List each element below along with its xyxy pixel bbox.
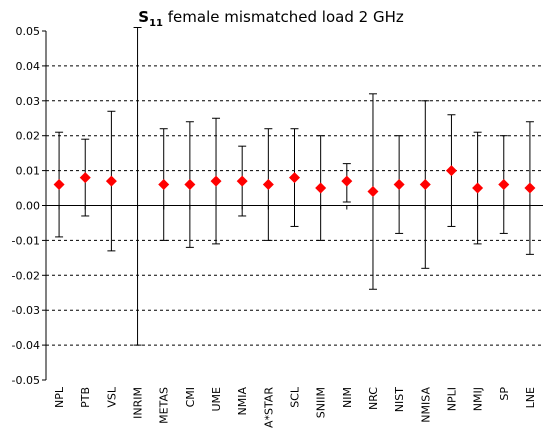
y-tick-labels: 0.05 0.04 0.03 0.02 0.01 0.00 -0.01 -0.02 -0.03 -… [12, 25, 40, 387]
y-tick-label: 0.05 [16, 25, 41, 38]
x-tick-labels: NPL PTB VSL INRIM METAS CMI UME NMIA A*STAR SCL SN… [53, 386, 537, 428]
x-tick-label: NRC [367, 387, 380, 410]
x-tick-label: METAS [158, 387, 171, 424]
x-tick-label: NMIA [236, 387, 249, 416]
x-tick-label: LNE [524, 387, 537, 408]
data-point-marker [79, 172, 91, 184]
data-point-marker [445, 165, 457, 177]
axes [42, 30, 543, 381]
title-subscript: 11 [149, 18, 163, 29]
data-point-marker [472, 182, 484, 194]
x-tick-label: SCL [289, 386, 302, 408]
title-main: S [138, 8, 149, 26]
data-point-marker [184, 179, 196, 191]
x-tick-label: INRIM [132, 387, 145, 419]
x-tick-label: UME [210, 387, 223, 412]
x-tick-label: NIST [393, 387, 406, 412]
data-point-marker [524, 182, 536, 194]
x-tick-label: NMIJ [472, 387, 485, 411]
data-point-marker [498, 179, 510, 191]
chart-title: S11 female mismatched load 2 GHz [138, 8, 404, 29]
y-tick-label: 0.04 [16, 60, 41, 73]
data-point-marker [315, 182, 327, 194]
x-tick-label: NPL [53, 386, 66, 408]
title-rest: female mismatched load 2 GHz [168, 8, 404, 26]
x-tick-label: CMI [184, 387, 197, 407]
y-tick-label: -0.04 [12, 339, 40, 352]
data-point-marker [236, 175, 248, 187]
x-tick-label: SP [498, 387, 511, 401]
data-point-marker [393, 179, 405, 191]
data-point-marker [367, 186, 379, 198]
y-tick-label: 0.00 [16, 200, 41, 213]
y-tick-label: -0.02 [12, 269, 40, 282]
y-tick-label: 0.02 [16, 130, 41, 143]
x-tick-label: VSL [105, 386, 118, 408]
data-point-marker [289, 172, 300, 184]
x-tick-label: A*STAR [262, 387, 275, 428]
x-tick-label: NMISA [419, 387, 432, 423]
data-point-marker [341, 175, 353, 187]
data-points [53, 165, 536, 198]
data-point-marker [53, 179, 65, 191]
x-tick-label: PTB [79, 387, 92, 408]
x-tick-label: NPLI [445, 387, 458, 411]
y-tick-label: -0.01 [12, 234, 40, 247]
data-point-marker [105, 175, 117, 187]
data-point-marker [210, 175, 222, 187]
x-tick-label: NIM [341, 387, 354, 408]
error-bars [55, 27, 534, 346]
data-point-marker [419, 179, 431, 191]
y-tick-label: 0.01 [16, 165, 41, 178]
y-tick-label: 0.03 [16, 95, 41, 108]
y-tick-label: -0.05 [12, 374, 40, 387]
x-tick-label: SNIIM [315, 387, 328, 418]
data-point-marker [262, 179, 274, 191]
y-tick-label: -0.03 [12, 304, 40, 317]
data-point-marker [158, 179, 170, 191]
